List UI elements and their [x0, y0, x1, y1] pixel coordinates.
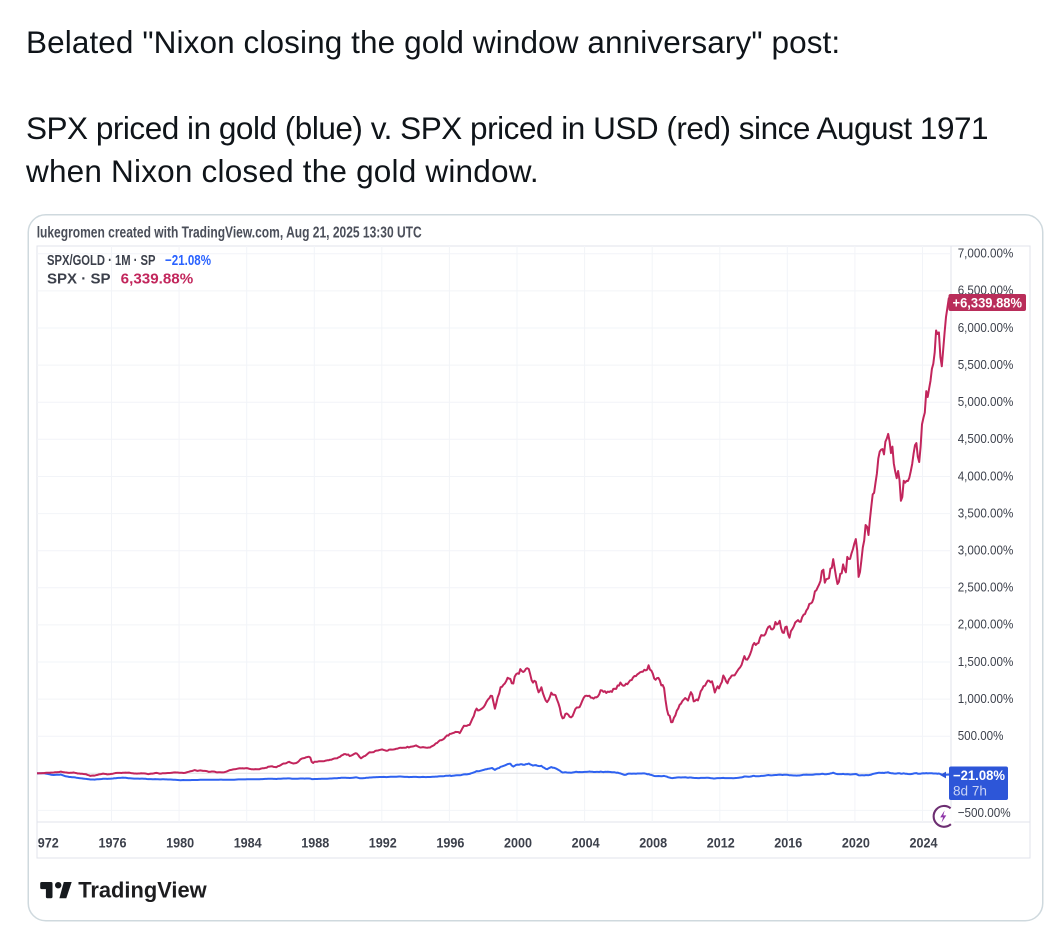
- svg-text:+6,339.88%: +6,339.88%: [953, 294, 1023, 310]
- svg-text:lukegromen created with Tradin: lukegromen created with TradingView.com,…: [37, 225, 422, 242]
- svg-text:6,339.88%: 6,339.88%: [121, 271, 194, 287]
- svg-text:TradingView: TradingView: [78, 878, 207, 903]
- svg-text:1,000.00%: 1,000.00%: [958, 691, 1014, 706]
- svg-text:1988: 1988: [301, 835, 329, 851]
- svg-text:−500.00%: −500.00%: [958, 805, 1011, 820]
- svg-text:2012: 2012: [707, 835, 735, 851]
- svg-text:1992: 1992: [369, 835, 397, 851]
- svg-text:2024: 2024: [910, 835, 938, 851]
- svg-text:500.00%: 500.00%: [958, 728, 1004, 743]
- svg-text:SPX/GOLD · 1M · SP: SPX/GOLD · 1M · SP: [47, 253, 156, 269]
- svg-text:4,500.00%: 4,500.00%: [958, 431, 1014, 446]
- svg-text:2020: 2020: [842, 835, 870, 851]
- svg-text:1980: 1980: [166, 835, 194, 851]
- svg-text:1984: 1984: [234, 835, 262, 851]
- svg-text:SPX · SP: SPX · SP: [47, 271, 111, 287]
- svg-text:2,000.00%: 2,000.00%: [958, 617, 1014, 632]
- svg-text:5,000.00%: 5,000.00%: [958, 394, 1014, 409]
- svg-text:1976: 1976: [99, 835, 127, 851]
- svg-text:1996: 1996: [436, 835, 464, 851]
- svg-text:5,500.00%: 5,500.00%: [958, 357, 1014, 372]
- svg-text:2008: 2008: [639, 835, 667, 851]
- svg-text:−21.08%: −21.08%: [953, 768, 1005, 783]
- svg-text:3,500.00%: 3,500.00%: [958, 505, 1014, 520]
- svg-text:7,000.00%: 7,000.00%: [958, 246, 1014, 261]
- svg-text:2004: 2004: [572, 835, 600, 851]
- svg-text:6,000.00%: 6,000.00%: [958, 320, 1014, 335]
- svg-text:2,500.00%: 2,500.00%: [958, 580, 1014, 595]
- svg-text:2016: 2016: [774, 835, 802, 851]
- svg-text:4,000.00%: 4,000.00%: [958, 468, 1014, 483]
- svg-text:2000: 2000: [504, 835, 532, 851]
- svg-text:3,000.00%: 3,000.00%: [958, 543, 1014, 558]
- svg-text:1,500.00%: 1,500.00%: [958, 654, 1014, 669]
- svg-text:972: 972: [38, 835, 59, 851]
- svg-text:−21.08%: −21.08%: [165, 253, 211, 269]
- svg-text:8d 7h: 8d 7h: [953, 783, 987, 798]
- svg-text:6,500.00%: 6,500.00%: [958, 283, 1014, 298]
